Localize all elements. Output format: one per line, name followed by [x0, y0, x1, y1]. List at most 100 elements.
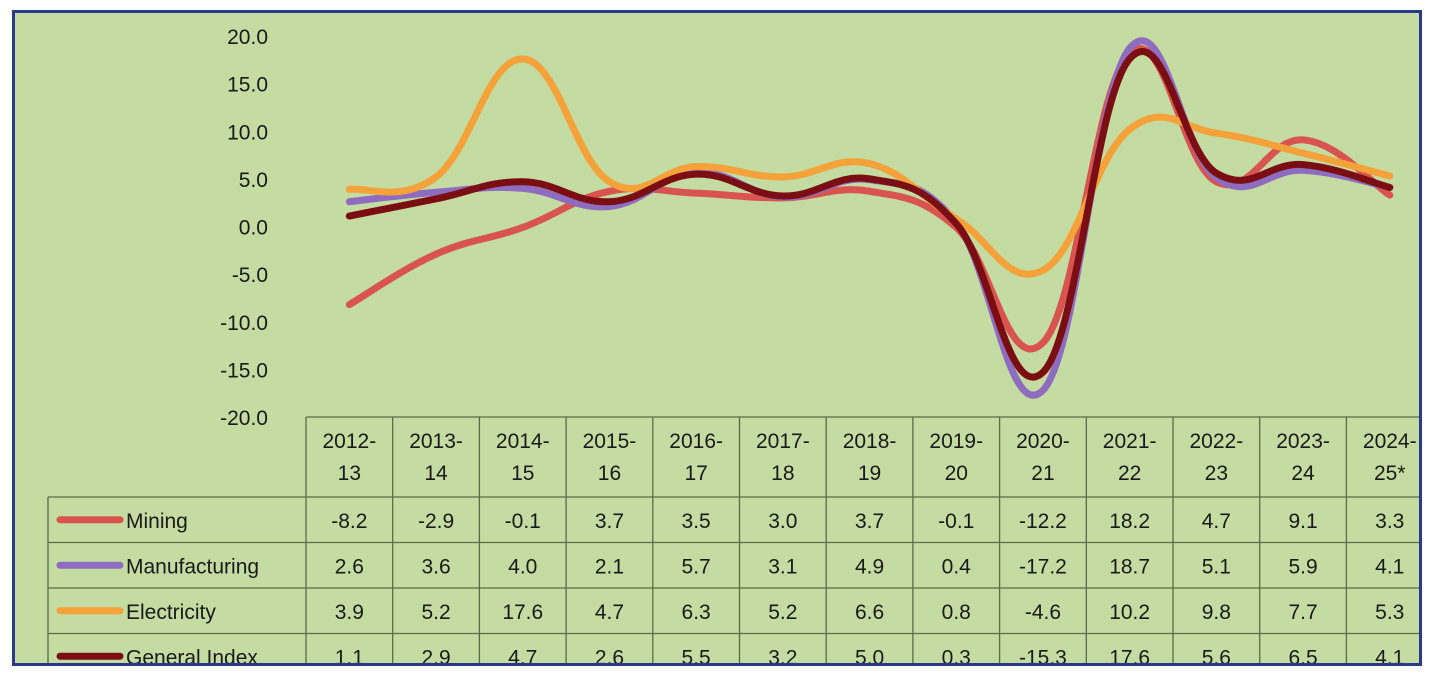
data-label: 9.1 [1288, 510, 1317, 533]
y-tick-label: 15.0 [227, 74, 268, 97]
x-tick-label: 2022- [1189, 430, 1243, 453]
data-label: 3.5 [682, 510, 711, 533]
legend-label-manufacturing: Manufacturing [126, 555, 259, 578]
data-label: 6.5 [1288, 646, 1317, 663]
data-label: 5.2 [768, 601, 797, 624]
data-label: 3.7 [595, 510, 624, 533]
data-label: -17.2 [1019, 555, 1067, 578]
x-tick-label: 2016- [669, 430, 723, 453]
x-tick-label: 13 [338, 462, 361, 485]
data-label: 5.3 [1375, 601, 1404, 624]
data-label: 4.7 [508, 646, 537, 663]
y-axis-ticks: 20.0 15.0 10.0 5.0 0.0 -5.0 -10.0 -15.0 -20.0 [220, 26, 268, 430]
data-label: 3.6 [421, 555, 450, 578]
data-label: 5.9 [1288, 555, 1317, 578]
data-label: -15.3 [1019, 646, 1067, 663]
x-tick-label: 18 [771, 462, 794, 485]
series-line-manufacturing [345, 37, 1394, 399]
data-label: 2.6 [595, 646, 624, 663]
x-tick-label: 2018- [843, 430, 897, 453]
x-tick-label: 2015- [583, 430, 637, 453]
series-line-mining [345, 45, 1394, 353]
x-tick-label: 2014- [496, 430, 550, 453]
data-label: 3.9 [335, 601, 364, 624]
chart-frame: 20.0 15.0 10.0 5.0 0.0 -5.0 -10.0 -15.0 -20.0 201… [12, 10, 1422, 666]
x-tick-label: 14 [424, 462, 448, 485]
data-label: 4.7 [595, 601, 624, 624]
data-label: 5.0 [855, 646, 884, 663]
x-tick-label: 25* [1374, 462, 1406, 485]
data-label: 4.1 [1375, 646, 1404, 663]
data-label: 4.9 [855, 555, 884, 578]
data-label: 5.7 [682, 555, 711, 578]
data-label: 5.1 [1202, 555, 1231, 578]
x-tick-label: 2024- [1363, 430, 1417, 453]
data-label: 2.6 [335, 555, 364, 578]
x-tick-label: 2013- [409, 430, 463, 453]
y-tick-label: -20.0 [220, 407, 268, 430]
data-label: 18.2 [1109, 510, 1150, 533]
x-tick-label: 24 [1291, 462, 1315, 485]
x-tick-label: 2020- [1016, 430, 1070, 453]
x-tick-label: 2019- [929, 430, 983, 453]
x-tick-label: 2017- [756, 430, 810, 453]
data-label: 3.2 [768, 646, 797, 663]
data-label: -0.1 [938, 510, 974, 533]
data-label: -12.2 [1019, 510, 1067, 533]
data-label: 3.1 [768, 555, 797, 578]
x-tick-label: 17 [684, 462, 707, 485]
data-label: 1.1 [335, 646, 364, 663]
data-table-grid [47, 416, 1419, 663]
data-label: 4.1 [1375, 555, 1404, 578]
x-tick-label: 23 [1205, 462, 1228, 485]
data-label: 17.6 [1109, 646, 1150, 663]
data-label: 0.8 [942, 601, 971, 624]
series-line-electricity [345, 55, 1394, 278]
data-label: 5.6 [1202, 646, 1231, 663]
x-tick-label: 2021- [1103, 430, 1157, 453]
data-label: 18.7 [1109, 555, 1150, 578]
data-label: 0.4 [942, 555, 972, 578]
data-label: 6.6 [855, 601, 884, 624]
x-tick-label: 22 [1118, 462, 1141, 485]
y-tick-label: -15.0 [220, 359, 268, 382]
line-chart: 20.015.010.05.00.0-5.0-10.0-15.0-20.0201… [47, 26, 1419, 663]
data-label: -2.9 [418, 510, 454, 533]
data-label: 3.3 [1375, 510, 1404, 533]
data-label: 5.5 [682, 646, 711, 663]
data-label: 0.3 [942, 646, 971, 663]
data-label: 17.6 [502, 601, 543, 624]
y-tick-label: 0.0 [239, 217, 268, 240]
data-label: -0.1 [505, 510, 541, 533]
data-label: 7.7 [1288, 601, 1317, 624]
y-tick-label: 10.0 [227, 121, 268, 144]
legend-label-general-index: General Index [126, 646, 258, 663]
data-label: 10.2 [1109, 601, 1150, 624]
x-tick-label: 20 [945, 462, 968, 485]
x-tick-label: 19 [858, 462, 881, 485]
data-label: 9.8 [1202, 601, 1231, 624]
series-line-general-index [345, 48, 1394, 381]
data-label: 2.9 [421, 646, 450, 663]
x-tick-label: 16 [598, 462, 621, 485]
y-tick-label: 5.0 [239, 169, 268, 192]
y-tick-label: -5.0 [232, 264, 268, 287]
data-label: 3.7 [855, 510, 884, 533]
data-label: 3.0 [768, 510, 797, 533]
data-label: 4.0 [508, 555, 537, 578]
data-label: 6.3 [682, 601, 711, 624]
series-lines [345, 37, 1394, 399]
legend-label-mining: Mining [126, 510, 188, 533]
data-label: 2.1 [595, 555, 624, 578]
y-tick-label: -10.0 [220, 312, 268, 335]
x-axis-categories: 2012- 13 2013- 14 2014- 15 2015- 16 2016- 17 2017-… [322, 430, 1416, 485]
x-tick-label: 2023- [1276, 430, 1330, 453]
data-label: -8.2 [331, 510, 367, 533]
x-tick-label: 15 [511, 462, 534, 485]
data-label: -4.6 [1025, 601, 1061, 624]
x-tick-label: 2012- [322, 430, 376, 453]
y-tick-label: 20.0 [227, 26, 268, 49]
data-label: 4.7 [1202, 510, 1231, 533]
data-table-rows: Mining -8.2 -2.9 -0.1 3.7 3.5 3.0 3.7 -0.1 -12.2 1… [56, 510, 1404, 663]
legend-label-electricity: Electricity [126, 601, 216, 624]
